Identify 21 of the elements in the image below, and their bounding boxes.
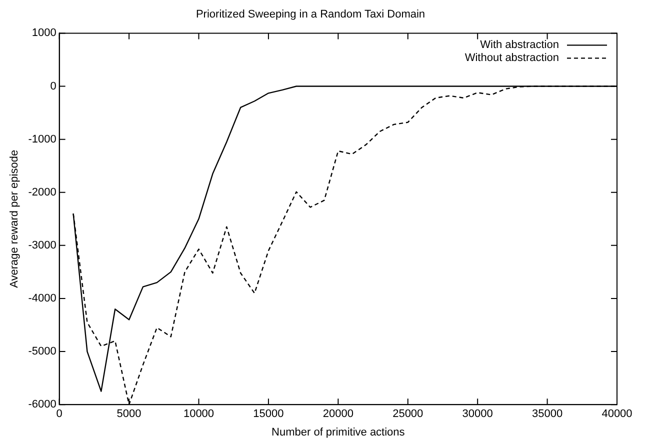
x-tick-label: 25000 (392, 408, 424, 420)
x-tick-label: 20000 (322, 408, 354, 420)
y-axis-title: Average reward per episode (8, 150, 21, 288)
x-tick-label: 15000 (253, 408, 284, 420)
x-tick-label: 40000 (602, 408, 632, 420)
x-tick-label: 35000 (532, 408, 563, 420)
y-tick-label: -1000 (28, 133, 56, 146)
legend-label: Without abstraction (464, 52, 559, 64)
legend-label: With abstraction (480, 39, 559, 52)
y-tick-label: -4000 (28, 292, 56, 305)
chart-title: Prioritized Sweeping in a Random Taxi Domain (196, 8, 426, 21)
y-tick-label: -5000 (28, 346, 56, 358)
x-tick-label: 10000 (183, 408, 214, 420)
y-tick-label: 1000 (32, 27, 56, 40)
y-tick-label: -3000 (28, 239, 56, 252)
y-tick-label: -2000 (28, 186, 56, 198)
x-tick-label: 30000 (462, 408, 493, 420)
x-axis-title: Number of primitive actions (272, 426, 406, 438)
y-tick-label: -6000 (28, 398, 56, 411)
x-tick-label: 5000 (116, 408, 142, 420)
y-tick-label: 0 (50, 80, 56, 92)
